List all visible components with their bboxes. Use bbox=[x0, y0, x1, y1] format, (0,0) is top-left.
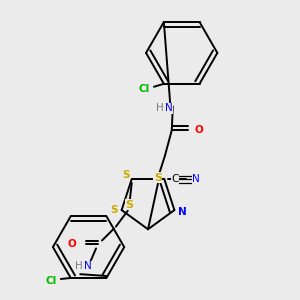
Text: N: N bbox=[165, 103, 173, 113]
Text: H: H bbox=[75, 261, 83, 271]
Text: S: S bbox=[110, 205, 118, 215]
Text: Cl: Cl bbox=[138, 84, 150, 94]
Text: S: S bbox=[122, 170, 130, 180]
Text: N: N bbox=[84, 261, 92, 271]
Text: O: O bbox=[194, 125, 203, 135]
Text: N: N bbox=[192, 174, 200, 184]
Text: Cl: Cl bbox=[45, 276, 57, 286]
Text: S: S bbox=[154, 173, 162, 183]
Text: N: N bbox=[178, 207, 187, 217]
Text: O: O bbox=[68, 239, 76, 250]
Text: H: H bbox=[156, 103, 164, 113]
Text: C: C bbox=[172, 174, 179, 184]
Text: S: S bbox=[126, 200, 134, 210]
